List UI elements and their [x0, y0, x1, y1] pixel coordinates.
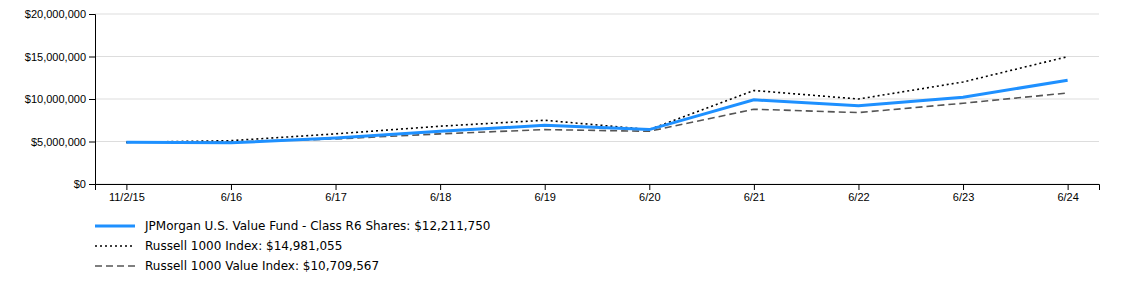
x-tick: 6/16	[221, 184, 242, 203]
x-tick-mark	[440, 184, 441, 190]
y-tick-label: $10,000,000	[25, 93, 86, 105]
x-tick: 6/17	[325, 184, 346, 203]
x-axis: 11/2/15 6/16 6/17 6/18 6/19 6/20 6/21 6/22 6/23 6…	[96, 184, 1100, 203]
x-tick-mark	[963, 184, 964, 190]
x-tick-label: 6/17	[325, 191, 346, 203]
x-tick-mark	[1068, 184, 1069, 190]
x-tick: 6/23	[953, 184, 974, 203]
x-tick: 11/2/15	[109, 184, 145, 203]
x-tick: 6/19	[534, 184, 555, 203]
x-tick-label: 11/2/15	[109, 191, 145, 203]
grid-line	[95, 56, 1099, 57]
y-tick: $20,000,000	[25, 8, 95, 20]
y-tick-label: $0	[74, 178, 86, 190]
x-tick: 6/18	[430, 184, 451, 203]
legend-label: Russell 1000 Index: $14,981,055	[145, 239, 342, 253]
y-axis-line	[89, 15, 96, 185]
x-tick-mark	[336, 184, 337, 190]
y-tick-label: $20,000,000	[25, 8, 86, 20]
x-tick-label: 6/19	[534, 191, 555, 203]
x-tick-mark	[126, 184, 127, 190]
x-tick-mark	[545, 184, 546, 190]
x-tick-label: 6/18	[430, 191, 451, 203]
y-tick-mark	[89, 142, 95, 143]
x-tick-label: 6/24	[1057, 191, 1078, 203]
y-tick-mark	[89, 14, 95, 15]
legend-swatch	[95, 225, 135, 228]
legend-label: Russell 1000 Value Index: $10,709,567	[145, 259, 379, 273]
x-tick-label: 6/20	[639, 191, 660, 203]
x-tick-mark	[754, 184, 755, 190]
y-tick-mark	[89, 99, 95, 100]
lines	[126, 57, 1067, 143]
x-tick-label: 6/23	[953, 191, 974, 203]
x-tick: 6/24	[1057, 184, 1078, 203]
x-tick: 6/20	[639, 184, 660, 203]
legend-item: Russell 1000 Index: $14,981,055	[95, 239, 342, 253]
x-axis-line	[96, 185, 1100, 191]
legend-swatch	[95, 265, 135, 267]
y-tick: $10,000,000	[25, 93, 95, 105]
grid	[95, 14, 1099, 184]
y-tick: $15,000,000	[25, 51, 95, 63]
grid-line	[95, 14, 1099, 15]
x-tick-label: 6/21	[744, 191, 765, 203]
legend-item: Russell 1000 Value Index: $10,709,567	[95, 259, 379, 273]
x-tick: 6/21	[744, 184, 765, 203]
y-tick: $5,000,000	[31, 136, 95, 148]
y-tick: $0	[74, 178, 95, 190]
y-tick-label: $5,000,000	[31, 136, 86, 148]
y-tick-mark	[89, 57, 95, 58]
legend-swatch	[95, 245, 135, 247]
legend-label: JPMorgan U.S. Value Fund - Class R6 Shar…	[144, 219, 490, 233]
plot: $0 $5,000,000 $10,000,000 $15,000,000 $20,00…	[25, 8, 1100, 203]
y-tick-mark	[89, 184, 95, 185]
y-axis: $0 $5,000,000 $10,000,000 $15,000,000 $20,00…	[25, 8, 96, 190]
legend: JPMorgan U.S. Value Fund - Class R6 Shar…	[95, 219, 490, 273]
series-line	[126, 80, 1067, 143]
x-tick-mark	[858, 184, 859, 190]
x-tick-label: 6/16	[221, 191, 242, 203]
x-tick-mark	[231, 184, 232, 190]
series-line	[126, 57, 1067, 143]
x-tick: 6/22	[848, 184, 869, 203]
x-tick-label: 6/22	[848, 191, 869, 203]
y-tick-label: $15,000,000	[25, 51, 86, 63]
chart: $0 $5,000,000 $10,000,000 $15,000,000 $20,00…	[0, 0, 1129, 304]
x-tick-mark	[649, 184, 650, 190]
legend-item: JPMorgan U.S. Value Fund - Class R6 Shar…	[95, 219, 490, 233]
